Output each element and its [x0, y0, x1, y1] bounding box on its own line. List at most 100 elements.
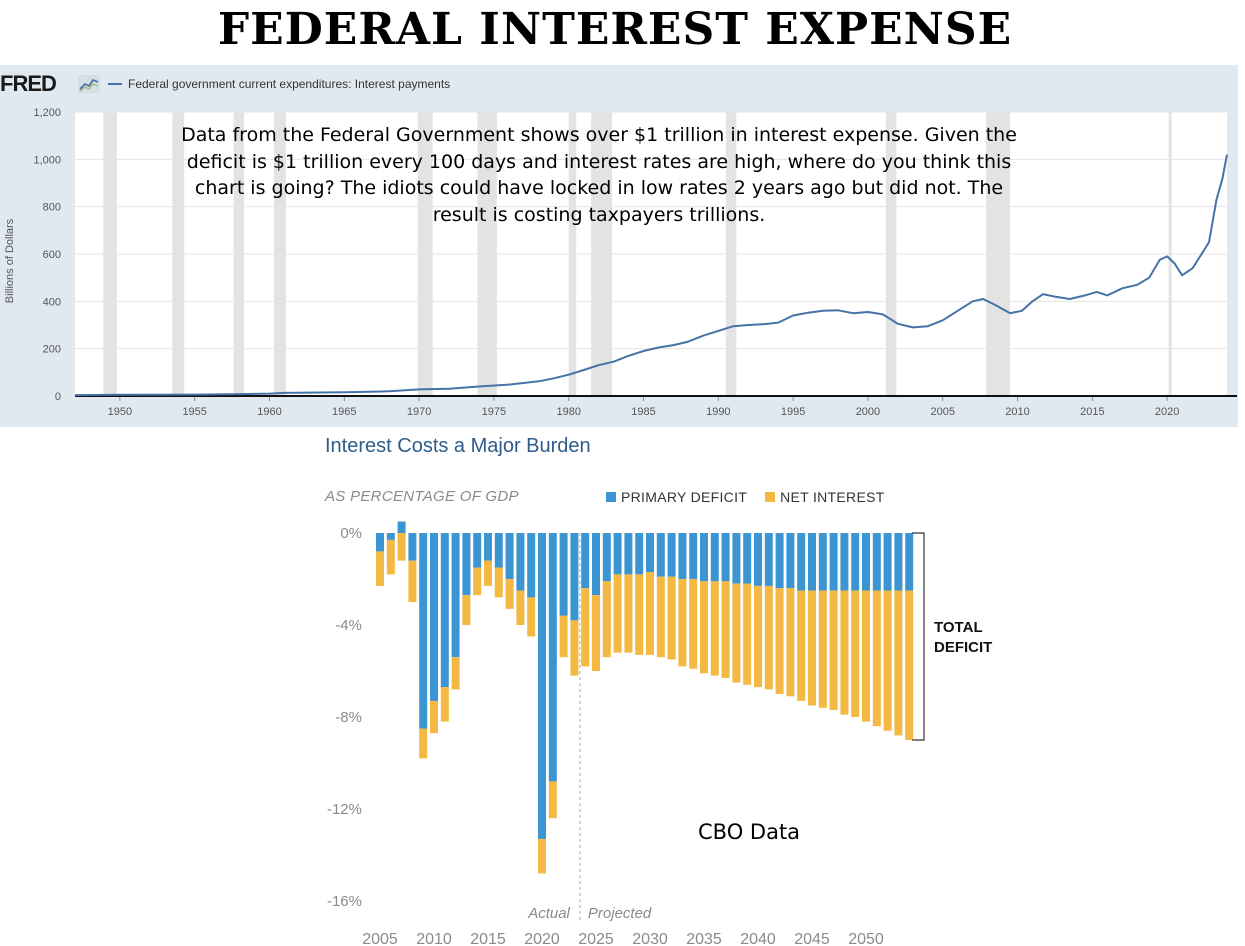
total-deficit-bracket	[912, 532, 925, 741]
x-tick-label: 1970	[407, 406, 431, 418]
net-interest-bar	[851, 590, 860, 717]
x-tick-label: 2020	[1155, 406, 1179, 418]
x-tick-label: 2020	[524, 931, 560, 946]
x-tick-label: 2015	[470, 931, 506, 946]
primary-deficit-bar	[559, 533, 568, 616]
fred-line-chart: 0 200 400 600 800 1,000 1,200 1950 1955 1960 1965 1…	[33, 107, 1237, 418]
primary-deficit-bar	[872, 533, 881, 591]
y-tick-label: 1,000	[33, 154, 61, 166]
net-interest-bar	[786, 588, 795, 697]
net-interest-bar	[527, 597, 536, 637]
primary-deficit-bar	[494, 533, 503, 568]
net-interest-bar	[538, 838, 546, 874]
primary-deficit-bar	[538, 533, 546, 839]
y-tick-label: 800	[43, 202, 61, 214]
y-tick-label: 400	[43, 296, 61, 308]
primary-deficit-bar	[808, 533, 816, 591]
primary-deficit-bar	[775, 533, 784, 589]
primary-deficit-bar	[592, 533, 600, 596]
primary-deficit-bar	[840, 533, 849, 591]
primary-deficit-bar	[635, 533, 644, 575]
primary-deficit-bar	[408, 533, 417, 561]
x-tick-label: 2005	[362, 931, 398, 946]
y-tick-label: 600	[43, 249, 61, 261]
net-interest-bar	[386, 539, 395, 575]
page-title: FEDERAL INTEREST EXPENSE	[217, 4, 1013, 55]
net-interest-bar	[667, 576, 676, 660]
primary-deficit-bar	[516, 533, 525, 591]
x-tick-label: 1975	[482, 406, 506, 418]
net-interest-bar	[678, 579, 687, 667]
net-interest-bar	[689, 579, 698, 669]
interest-payments-line	[74, 154, 1228, 397]
x-tick-label: 1995	[781, 406, 805, 418]
fred-logo[interactable]: FRED	[0, 71, 57, 96]
cbo-chart-title: Interest Costs a Major Burden	[325, 435, 591, 457]
net-interest-bar	[710, 581, 719, 676]
x-tick-label: 1950	[108, 406, 132, 418]
x-tick-label: 2015	[1080, 406, 1104, 418]
primary-deficit-bar	[581, 533, 590, 589]
net-interest-bar	[872, 590, 881, 727]
primary-deficit-bar	[613, 533, 622, 575]
x-tick-label: 2010	[416, 931, 452, 946]
primary-deficit-bar	[419, 533, 428, 729]
annotation-text: Data from the Federal Government shows o…	[181, 124, 1017, 226]
primary-deficit-bar	[754, 533, 762, 586]
legend-item-net-interest: NET INTEREST	[765, 489, 884, 505]
primary-deficit-bar	[764, 533, 773, 586]
net-interest-bar	[829, 590, 838, 711]
primary-deficit-bar	[646, 533, 654, 573]
net-interest-bar	[451, 657, 460, 690]
cbo-legend: PRIMARY DEFICIT NET INTEREST	[606, 489, 897, 505]
primary-deficit-bar	[905, 533, 914, 591]
actual-label: Actual	[527, 905, 570, 922]
primary-deficit-bar	[376, 533, 384, 552]
primary-deficit-bar	[527, 533, 536, 598]
primary-deficit-bar	[818, 533, 827, 591]
net-interest-bar	[602, 581, 611, 658]
net-interest-bar	[462, 595, 471, 625]
x-tick-label: 1960	[257, 406, 281, 418]
net-interest-bar	[473, 567, 482, 596]
chart-trend-icon	[78, 75, 100, 93]
net-interest-bar	[656, 576, 665, 658]
fred-chart-panel: FRED Federal government current expendit…	[0, 65, 1238, 427]
net-interest-bar	[440, 687, 449, 722]
primary-deficit-bar	[721, 533, 730, 582]
net-interest-bar	[862, 590, 870, 722]
legend-label-net-interest: NET INTEREST	[780, 489, 885, 505]
primary-deficit-bar	[484, 533, 492, 561]
primary-deficit-bar	[462, 533, 471, 596]
net-interest-bar	[419, 728, 428, 759]
fred-legend-label: Federal government current expenditures:…	[128, 77, 451, 91]
cbo-source-note: CBO Data	[698, 820, 801, 844]
primary-deficit-bar	[473, 533, 482, 568]
primary-deficit-bar	[732, 533, 741, 584]
y-tick-label: -4%	[335, 617, 362, 634]
cbo-chart-subtitle: AS PERCENTAGE OF GDP	[325, 488, 519, 505]
x-tick-label: 2025	[578, 931, 614, 946]
primary-deficit-bar	[570, 533, 579, 621]
y-tick-label: -12%	[327, 801, 362, 818]
y-tick-label: -8%	[335, 709, 362, 726]
primary-deficit-bar	[786, 533, 795, 589]
total-deficit-label-line1: TOTAL	[934, 619, 983, 636]
x-tick-label: 2000	[856, 406, 880, 418]
x-tick-label: 1955	[182, 406, 206, 418]
y-tick-label: 200	[43, 344, 61, 356]
x-tick-label: 1980	[556, 406, 580, 418]
fred-legend: Federal government current expenditures:…	[108, 77, 450, 91]
primary-deficit-bar	[700, 533, 708, 582]
net-interest-bar	[700, 581, 708, 674]
primary-deficit-bar	[678, 533, 687, 579]
x-tick-label: 2030	[632, 931, 668, 946]
legend-swatch-net-interest	[765, 492, 776, 502]
primary-deficit-bar	[862, 533, 870, 591]
net-interest-bar	[516, 590, 525, 625]
primary-deficit-bar	[397, 521, 406, 533]
projected-label: Projected	[588, 905, 652, 922]
x-tick-label: 2040	[740, 931, 776, 946]
net-interest-bar	[840, 590, 849, 715]
net-interest-bar	[548, 781, 557, 819]
